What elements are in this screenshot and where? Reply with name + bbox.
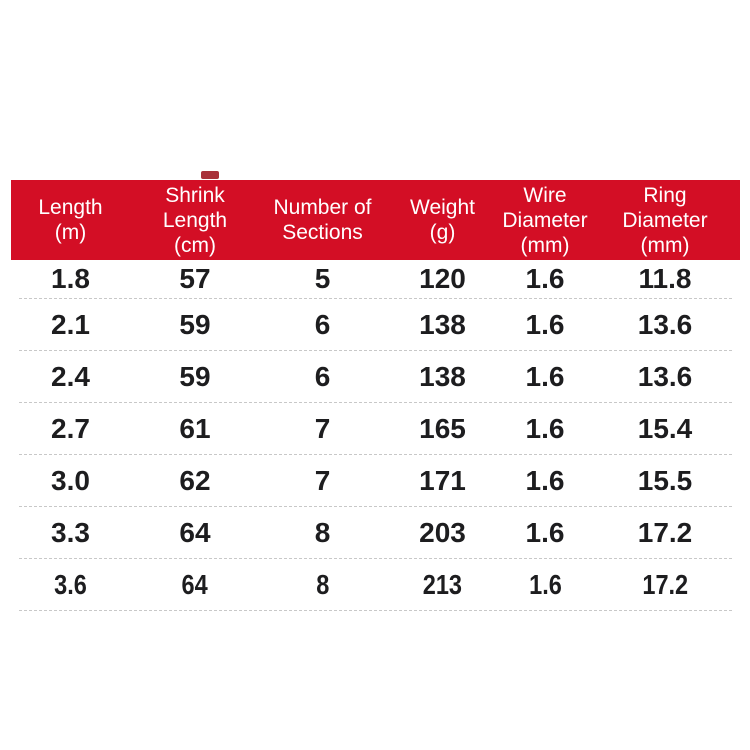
cell-weight: 138 — [419, 308, 466, 340]
cell-sections: 5 — [314, 263, 331, 294]
cell-wire-diameter: 1.6 — [525, 412, 565, 444]
cell-ring-diameter: 11.8 — [638, 263, 692, 294]
column-header-sections: Number of Sections — [273, 196, 372, 244]
cell-length: 2.7 — [51, 412, 90, 444]
cell-length: 3.6 — [54, 568, 87, 600]
table-row: 3.3 64 8 203 1.6 17.2 — [11, 507, 740, 558]
cell-wire-diameter: 1.6 — [525, 360, 565, 392]
cell-weight: 203 — [419, 516, 466, 548]
cell-shrink-length: 64 — [179, 516, 211, 548]
cell-weight: 120 — [419, 263, 466, 294]
row-separator — [19, 610, 732, 611]
row-separator — [19, 298, 732, 299]
column-header-length: Length (m) — [38, 196, 103, 244]
cell-sections: 6 — [314, 360, 331, 392]
cell-length: 2.1 — [51, 308, 90, 340]
table-row: 2.4 59 6 138 1.6 13.6 — [11, 351, 740, 402]
cell-length: 3.3 — [51, 516, 90, 548]
cell-length: 1.8 — [51, 263, 90, 294]
cropped-text-remnant — [201, 171, 219, 179]
row-separator — [19, 558, 732, 559]
cell-wire-diameter: 1.6 — [528, 568, 562, 600]
cell-weight: 171 — [419, 464, 466, 496]
cell-weight: 138 — [419, 360, 466, 392]
cell-shrink-length: 64 — [181, 568, 209, 600]
table-row: 3.6 64 8 213 1.6 17.2 — [11, 559, 740, 610]
cell-weight: 165 — [419, 412, 466, 444]
column-header-shrink-length: Shrink Length (cm) — [162, 183, 228, 257]
row-separator — [19, 506, 732, 507]
cell-sections: 8 — [315, 568, 330, 600]
cell-length: 2.4 — [51, 360, 90, 392]
column-header-wire-diameter: Wire Diameter (mm) — [502, 183, 588, 257]
cell-wire-diameter: 1.6 — [525, 263, 565, 294]
cell-weight: 213 — [422, 568, 463, 600]
table-row: 2.7 61 7 165 1.6 15.4 — [11, 403, 740, 454]
cell-wire-diameter: 1.6 — [525, 308, 565, 340]
cell-shrink-length: 57 — [179, 263, 211, 294]
cell-sections: 8 — [314, 516, 331, 548]
cell-shrink-length: 59 — [179, 308, 211, 340]
cell-ring-diameter: 15.4 — [637, 412, 693, 444]
column-header-ring-diameter: Ring Diameter (mm) — [622, 183, 708, 257]
spec-table: Length (m) Shrink Length (cm) Number of … — [11, 180, 740, 611]
row-separator — [19, 350, 732, 351]
cell-length: 3.0 — [51, 464, 90, 496]
row-separator — [19, 454, 732, 455]
row-separator — [19, 402, 732, 403]
table-header: Length (m) Shrink Length (cm) Number of … — [11, 180, 740, 260]
cell-ring-diameter: 17.2 — [642, 568, 688, 600]
cell-ring-diameter: 15.5 — [637, 464, 693, 496]
cell-shrink-length: 59 — [179, 360, 211, 392]
table-row: 2.1 59 6 138 1.6 13.6 — [11, 299, 740, 350]
cell-ring-diameter: 13.6 — [637, 360, 693, 392]
cell-shrink-length: 61 — [179, 412, 211, 444]
cell-wire-diameter: 1.6 — [525, 516, 565, 548]
cell-sections: 7 — [314, 464, 331, 496]
cell-ring-diameter: 13.6 — [637, 308, 693, 340]
cell-shrink-length: 62 — [179, 464, 211, 496]
cell-sections: 6 — [314, 308, 331, 340]
table-row: 1.8 57 5 120 1.6 11.8 — [11, 260, 740, 298]
cell-wire-diameter: 1.6 — [525, 464, 565, 496]
cell-sections: 7 — [314, 412, 331, 444]
column-header-weight: Weight (g) — [410, 196, 475, 244]
cell-ring-diameter: 17.2 — [637, 516, 693, 548]
table-row: 3.0 62 7 171 1.6 15.5 — [11, 455, 740, 506]
